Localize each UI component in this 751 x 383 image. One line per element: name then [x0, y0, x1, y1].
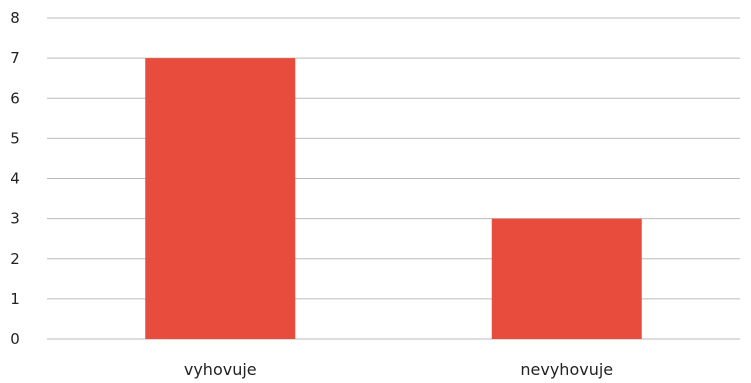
y-tick-label: 5: [10, 129, 20, 147]
y-tick-label: 8: [10, 9, 20, 27]
y-tick-label: 3: [10, 210, 20, 228]
x-axis-category-labels: vyhovuje nevyhovuje: [184, 360, 613, 379]
y-axis-tick-labels: 0 1 2 3 4 5 6 7 8: [10, 9, 20, 348]
x-category-label: vyhovuje: [184, 360, 257, 379]
bars: [145, 58, 642, 339]
y-tick-label: 2: [10, 250, 20, 268]
y-tick-label: 7: [10, 49, 20, 67]
y-tick-label: 0: [10, 330, 20, 348]
y-tick-label: 4: [10, 170, 20, 188]
y-tick-label: 1: [10, 290, 20, 308]
bar-nevyhovuje: [491, 218, 642, 339]
bar-vyhovuje: [145, 58, 296, 339]
x-category-label: nevyhovuje: [520, 360, 613, 379]
y-tick-label: 6: [10, 89, 20, 107]
